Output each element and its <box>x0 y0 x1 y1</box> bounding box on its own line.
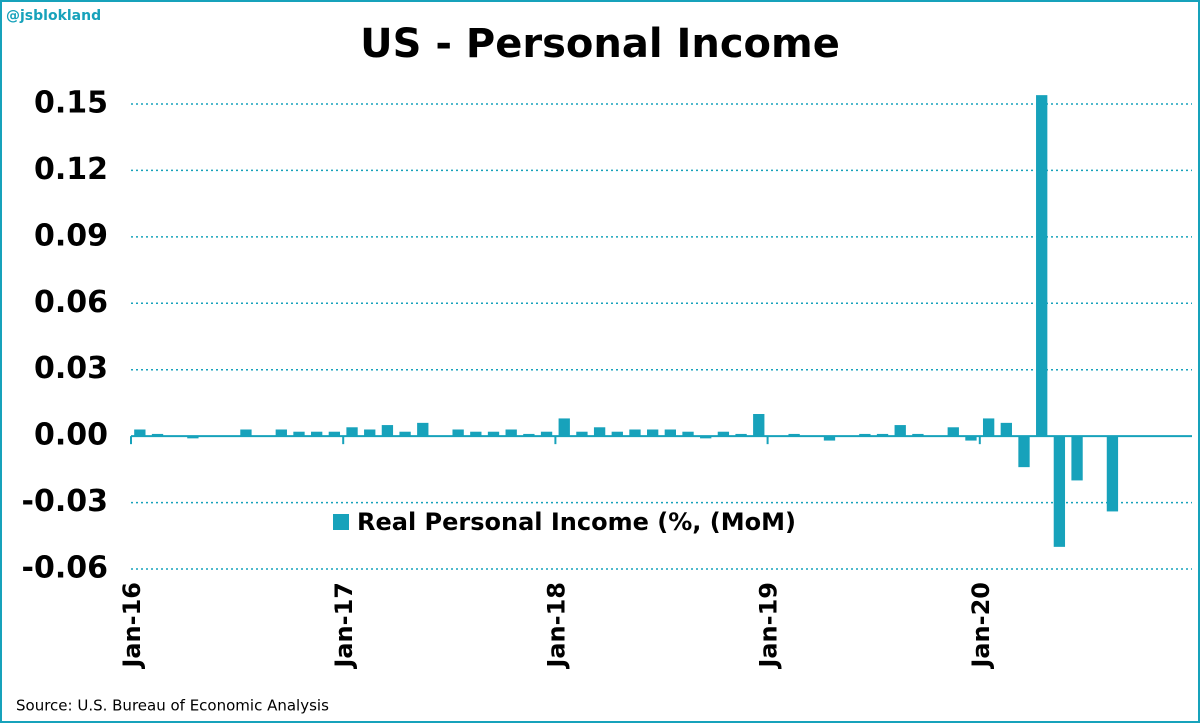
bar <box>1053 436 1066 547</box>
bar <box>151 433 164 437</box>
bar <box>982 418 995 437</box>
bar <box>487 431 500 437</box>
y-tick-label: 0.12 <box>34 152 108 187</box>
bar <box>576 431 588 437</box>
bar <box>646 429 659 437</box>
x-tick-label: Jan-19 <box>755 582 783 670</box>
bar <box>364 429 376 437</box>
legend-swatch <box>333 514 349 530</box>
bar <box>735 433 747 437</box>
source: Source: U.S. Bureau of Economic Analysis <box>16 697 329 715</box>
bar <box>134 429 146 437</box>
bar <box>1071 436 1083 481</box>
bar <box>894 425 906 437</box>
bar <box>311 431 323 437</box>
bar <box>381 425 394 437</box>
bar <box>505 429 517 437</box>
bar <box>523 433 535 437</box>
x-tick-label: Jan-17 <box>330 582 358 670</box>
bar <box>664 429 677 437</box>
bar <box>965 436 977 441</box>
bar <box>540 431 553 437</box>
bar <box>240 429 252 437</box>
y-tick-label: 0.09 <box>34 218 108 253</box>
y-tick-label: -0.03 <box>22 484 108 519</box>
bar <box>859 433 871 437</box>
bar <box>293 431 305 437</box>
bar <box>788 433 800 437</box>
legend-label: Real Personal Income (%, (MoM) <box>357 508 796 536</box>
y-tick-label: 0.06 <box>34 285 108 320</box>
chart-title: US - Personal Income <box>360 21 840 67</box>
bar <box>912 433 924 437</box>
bar <box>346 427 358 437</box>
x-tick-label: Jan-18 <box>542 582 570 670</box>
bar <box>417 422 429 437</box>
bar <box>470 431 482 437</box>
y-tick-label: 0.00 <box>34 418 108 453</box>
bar <box>753 414 765 437</box>
bar <box>629 429 641 437</box>
bar <box>1036 95 1048 437</box>
x-tick-label: Jan-20 <box>967 582 995 670</box>
bar <box>1106 436 1119 512</box>
y-tick-label: 0.03 <box>34 351 108 386</box>
bar <box>823 436 836 441</box>
bar <box>876 433 889 437</box>
bar <box>682 431 694 437</box>
y-tick-label: -0.06 <box>22 551 108 586</box>
bar <box>328 431 341 437</box>
bar <box>947 427 959 437</box>
x-tick-label: Jan-16 <box>118 582 146 670</box>
bar <box>275 429 287 437</box>
y-tick-label: 0.15 <box>34 86 108 121</box>
bar <box>717 431 730 437</box>
bar <box>1018 436 1030 468</box>
bar <box>187 436 199 439</box>
bar <box>399 431 411 437</box>
bar <box>452 429 464 437</box>
bar <box>593 427 606 437</box>
bar <box>700 436 712 439</box>
bar <box>558 418 570 437</box>
bar <box>611 431 623 437</box>
watermark: @jsblokland <box>6 8 101 24</box>
bar <box>1000 422 1012 437</box>
